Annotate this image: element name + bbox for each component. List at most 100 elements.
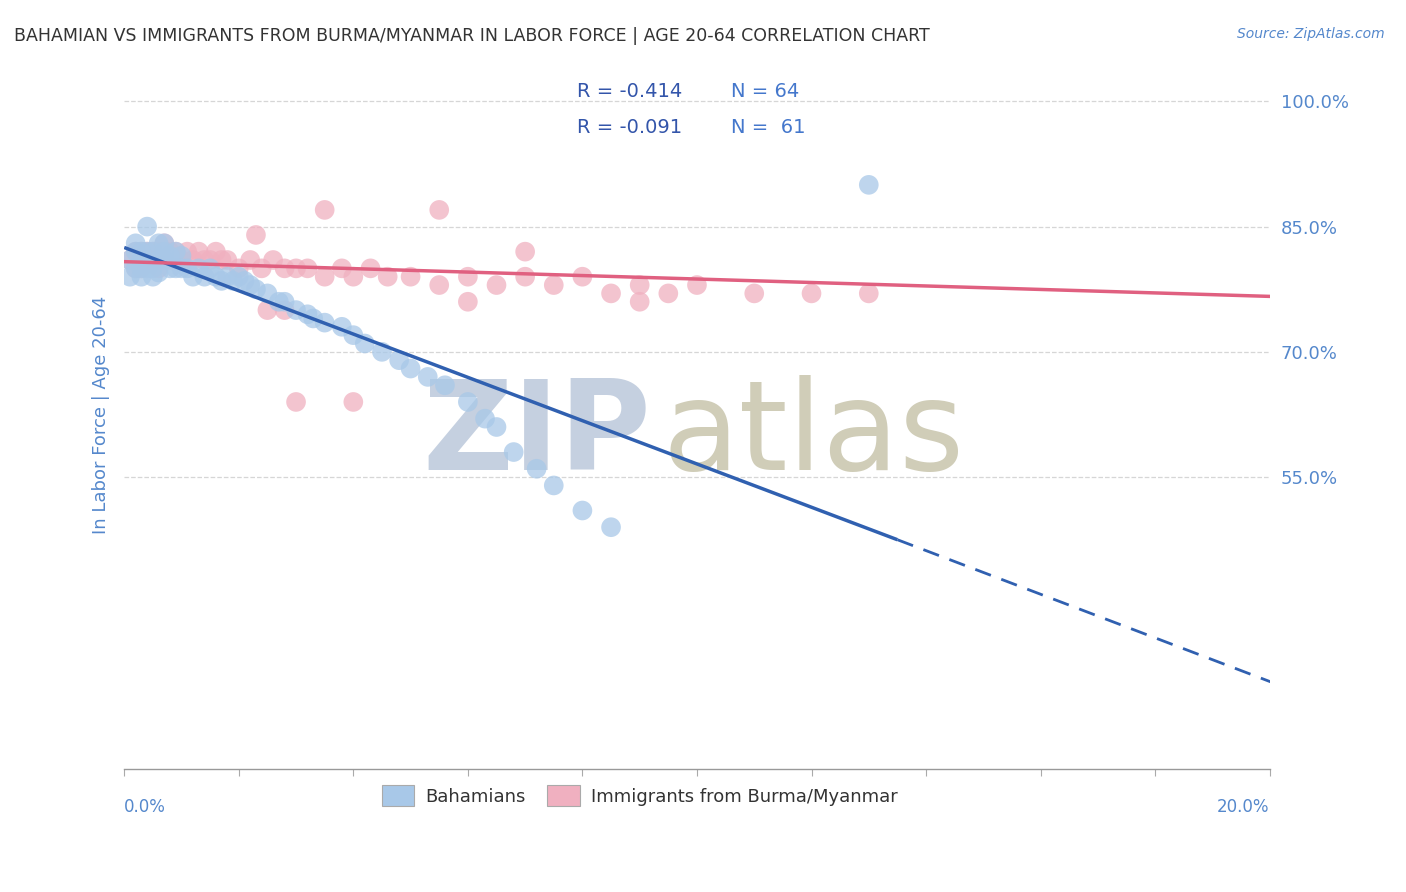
Point <box>198 252 221 267</box>
Point <box>187 261 209 276</box>
Point <box>858 286 880 301</box>
Point <box>131 261 153 276</box>
Point <box>153 244 176 259</box>
Point <box>239 278 262 293</box>
Point <box>124 261 146 276</box>
Point <box>176 261 198 276</box>
Point <box>153 236 176 251</box>
Point <box>657 286 679 301</box>
Point <box>131 261 153 276</box>
Point <box>457 395 479 409</box>
Point <box>273 261 295 276</box>
Point <box>148 252 170 267</box>
Point <box>118 269 141 284</box>
Text: R = -0.091: R = -0.091 <box>576 118 682 136</box>
Point <box>118 252 141 267</box>
Point <box>124 244 146 259</box>
Point <box>250 261 273 276</box>
Point <box>153 236 176 251</box>
Point <box>222 274 245 288</box>
Point <box>142 252 165 267</box>
Point <box>399 361 422 376</box>
Point <box>474 411 496 425</box>
Point <box>142 244 165 259</box>
Point <box>297 307 319 321</box>
Point <box>153 252 176 267</box>
Point <box>502 445 524 459</box>
Point <box>526 462 548 476</box>
Point <box>273 294 295 309</box>
Point <box>118 252 141 267</box>
Point <box>297 261 319 276</box>
Point <box>416 370 439 384</box>
Text: 0.0%: 0.0% <box>124 798 166 816</box>
Point <box>153 252 176 267</box>
Point <box>131 252 153 267</box>
Point <box>273 303 295 318</box>
Point <box>543 478 565 492</box>
Point <box>399 269 422 284</box>
Point <box>285 261 308 276</box>
Text: atlas: atlas <box>662 376 965 496</box>
Point <box>245 282 267 296</box>
Point <box>124 261 146 276</box>
Point <box>136 261 159 276</box>
Text: N =  61: N = 61 <box>731 118 806 136</box>
Text: R = -0.414: R = -0.414 <box>576 82 682 101</box>
Point <box>205 269 228 284</box>
Point <box>148 261 170 276</box>
Text: ZIP: ZIP <box>422 376 651 496</box>
Point <box>245 227 267 242</box>
Point <box>513 244 536 259</box>
Point <box>228 269 250 284</box>
Point <box>159 261 181 276</box>
Point <box>628 294 651 309</box>
Point <box>136 219 159 234</box>
Point <box>159 249 181 263</box>
Point <box>136 244 159 259</box>
Point <box>205 244 228 259</box>
Point <box>513 269 536 284</box>
Point <box>217 252 239 267</box>
Point <box>176 244 198 259</box>
Point <box>181 269 204 284</box>
Point <box>427 278 450 293</box>
Point <box>148 244 170 259</box>
Point <box>360 261 382 276</box>
Point <box>314 269 336 284</box>
Point <box>330 261 353 276</box>
Point <box>800 286 823 301</box>
Point <box>433 378 456 392</box>
Point <box>165 244 187 259</box>
Point <box>457 269 479 284</box>
Text: N = 64: N = 64 <box>731 82 800 101</box>
Point <box>371 344 394 359</box>
Point <box>193 252 215 267</box>
Point <box>131 244 153 259</box>
Point <box>233 274 256 288</box>
Point <box>302 311 325 326</box>
Point <box>131 269 153 284</box>
Point <box>159 244 181 259</box>
Point <box>600 286 623 301</box>
Point <box>136 244 159 259</box>
Text: BAHAMIAN VS IMMIGRANTS FROM BURMA/MYANMAR IN LABOR FORCE | AGE 20-64 CORRELATION: BAHAMIAN VS IMMIGRANTS FROM BURMA/MYANMA… <box>14 27 929 45</box>
Point <box>267 294 290 309</box>
Point <box>628 278 651 293</box>
Point <box>377 269 399 284</box>
Point <box>600 520 623 534</box>
Point <box>198 261 221 276</box>
Y-axis label: In Labor Force | Age 20-64: In Labor Force | Age 20-64 <box>93 295 110 533</box>
Point <box>142 269 165 284</box>
Text: 20.0%: 20.0% <box>1218 798 1270 816</box>
Point <box>142 261 165 276</box>
Point <box>124 236 146 251</box>
Point <box>571 269 593 284</box>
Point <box>211 252 233 267</box>
Point <box>159 252 181 267</box>
Point <box>193 269 215 284</box>
Point <box>342 395 364 409</box>
Point <box>388 353 411 368</box>
Point <box>858 178 880 192</box>
Point <box>686 278 709 293</box>
